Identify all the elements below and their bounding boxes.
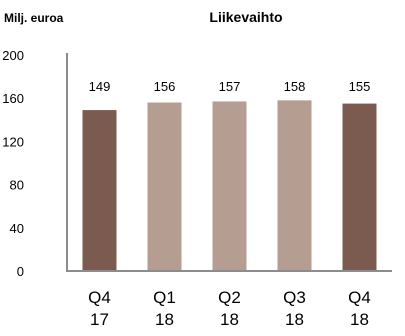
- y-axis-unit-label: Milj. euroa: [4, 11, 64, 25]
- x-tick-label: Q1: [153, 288, 176, 307]
- bar: [277, 100, 312, 271]
- y-tick-label: 120: [2, 134, 24, 149]
- x-tick-label: 17: [90, 310, 109, 329]
- bar: [82, 110, 117, 271]
- bar: [212, 101, 247, 271]
- y-tick-label: 200: [2, 48, 24, 63]
- data-labels-group: 149 156 157 158 155: [89, 79, 371, 94]
- y-tick-label: 40: [10, 221, 24, 236]
- x-tick-label: 18: [220, 310, 239, 329]
- data-label: 149: [89, 79, 111, 94]
- x-tick-label: 18: [155, 310, 174, 329]
- x-tick-label: Q3: [283, 288, 306, 307]
- bar: [147, 102, 182, 272]
- x-tick-label: Q4: [88, 288, 111, 307]
- x-axis-ticks: Q4 17 Q1 18 Q2 18 Q3 18 Q4 18: [88, 288, 371, 329]
- data-label: 158: [284, 79, 306, 94]
- data-label: 157: [219, 79, 241, 94]
- data-label: 156: [154, 79, 176, 94]
- y-axis-ticks: 0 40 80 120 160 200: [2, 48, 24, 279]
- y-tick-label: 160: [2, 91, 24, 106]
- axes-group: [66, 53, 392, 272]
- y-tick-label: 80: [10, 178, 24, 193]
- x-tick-label: 18: [285, 310, 304, 329]
- x-tick-label: 18: [350, 310, 369, 329]
- x-tick-label: Q4: [348, 288, 371, 307]
- y-tick-label: 0: [17, 264, 24, 279]
- x-tick-label: Q2: [218, 288, 241, 307]
- chart-title: Liikevaihto: [209, 9, 282, 25]
- data-label: 155: [349, 79, 371, 94]
- bar: [342, 103, 377, 271]
- bars-group: [82, 100, 377, 272]
